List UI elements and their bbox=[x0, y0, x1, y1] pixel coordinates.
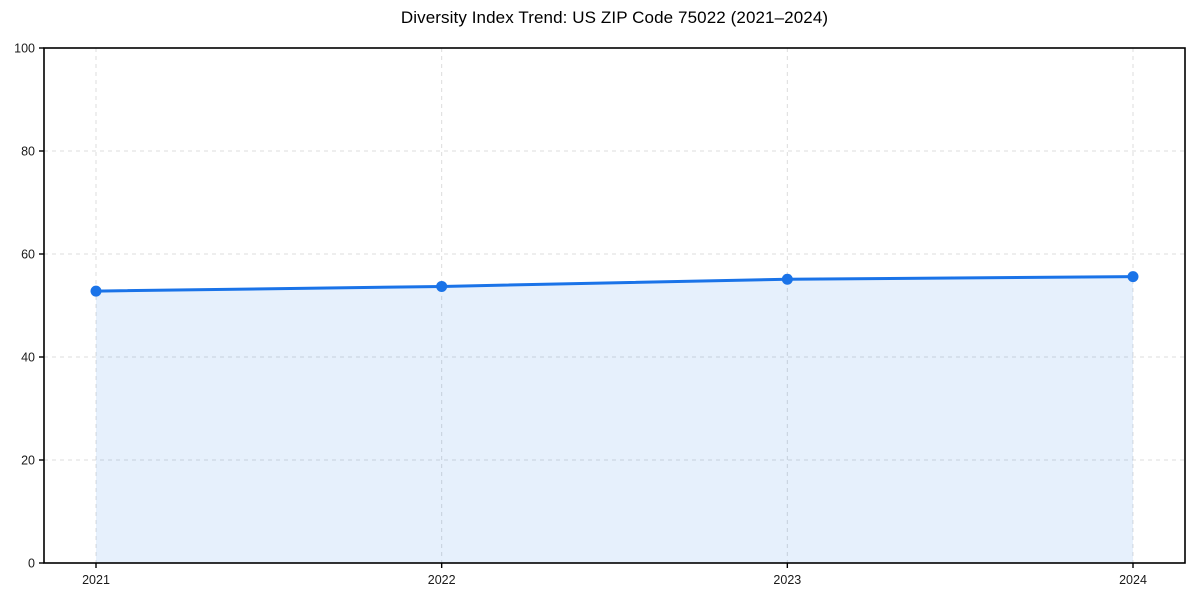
y-tick-label: 100 bbox=[14, 42, 35, 56]
area-fill bbox=[96, 276, 1133, 563]
data-point-2022 bbox=[436, 280, 448, 292]
data-point-2021 bbox=[90, 285, 102, 297]
y-axis: 0 20 40 60 80 100 bbox=[14, 42, 44, 571]
x-tick-label: 2021 bbox=[82, 573, 110, 587]
y-tick-label: 80 bbox=[21, 145, 35, 159]
data-point-markers bbox=[90, 271, 1139, 297]
chart-title: Diversity Index Trend: US ZIP Code 75022… bbox=[400, 8, 829, 27]
y-tick-label: 20 bbox=[21, 454, 35, 468]
y-tick-label: 0 bbox=[28, 557, 35, 571]
x-axis: 2021 2022 2023 2024 bbox=[82, 563, 1147, 587]
x-tick-label: 2023 bbox=[773, 573, 801, 587]
x-tick-label: 2022 bbox=[428, 573, 456, 587]
y-tick-label: 60 bbox=[21, 248, 35, 262]
trend-line bbox=[94, 275, 1135, 293]
y-tick-label: 40 bbox=[21, 351, 35, 365]
data-point-2023 bbox=[781, 273, 793, 285]
plot-border bbox=[43, 47, 1186, 564]
x-tick-label: 2024 bbox=[1119, 573, 1147, 587]
data-point-2024 bbox=[1127, 271, 1139, 283]
